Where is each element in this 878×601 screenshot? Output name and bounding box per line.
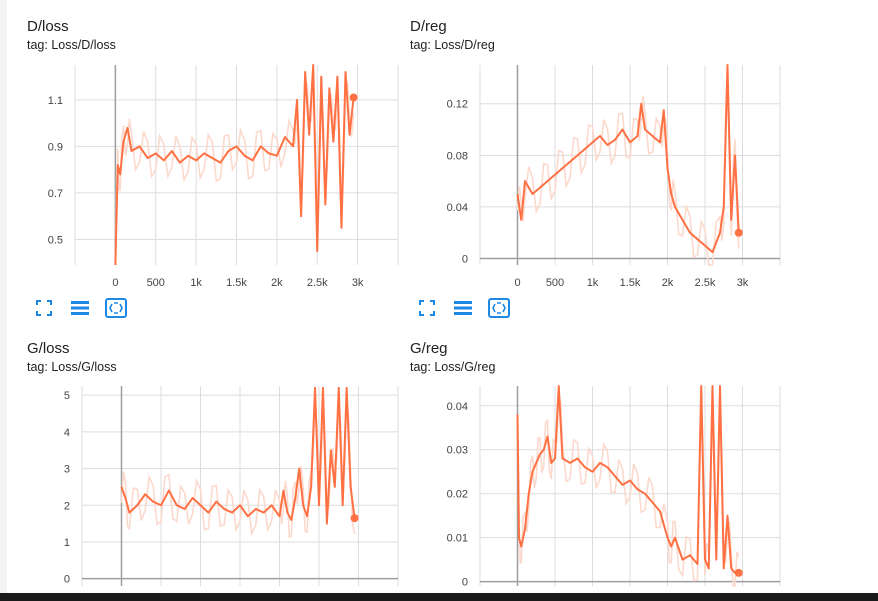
data-table-icon xyxy=(454,301,472,315)
x-tick-label: 0 xyxy=(112,277,118,289)
fit-domain-icon xyxy=(488,298,510,318)
smoothed-series-line xyxy=(120,386,356,525)
last-point-marker xyxy=(349,93,358,102)
x-tick-label: 500 xyxy=(147,277,165,289)
raw-series-line xyxy=(516,64,740,266)
y-tick-label: 0.12 xyxy=(447,99,468,111)
fullscreen-button[interactable] xyxy=(33,297,55,319)
y-tick-label: 0 xyxy=(462,577,468,589)
smoothed-series-line xyxy=(516,385,739,574)
x-tick-label: 500 xyxy=(546,277,564,289)
y-tick-label: 0 xyxy=(462,254,468,266)
raw-series-line xyxy=(114,80,355,266)
last-point-marker xyxy=(734,568,743,577)
left-edge-bar xyxy=(0,0,7,601)
card-tag: tag: Loss/G/reg xyxy=(410,360,496,374)
x-tick-label: 1.5k xyxy=(226,277,247,289)
fullscreen-icon xyxy=(36,300,52,316)
y-tick-label: 0.04 xyxy=(447,202,468,214)
data-table-button[interactable] xyxy=(69,297,91,319)
y-tick-label: 0.5 xyxy=(48,234,63,246)
x-tick-label: 1.5k xyxy=(620,277,641,289)
card-title: D/reg xyxy=(410,18,447,35)
card-title: G/reg xyxy=(410,340,448,357)
raw-series-line xyxy=(120,403,356,539)
fullscreen-icon xyxy=(419,300,435,316)
y-tick-label: 1.1 xyxy=(48,95,63,107)
data-table-button[interactable] xyxy=(452,297,474,319)
y-tick-label: 0.7 xyxy=(48,188,63,200)
fit-domain-button[interactable] xyxy=(488,297,510,319)
fit-domain-icon xyxy=(105,298,127,318)
y-tick-label: 0.04 xyxy=(447,401,468,413)
x-tick-label: 1k xyxy=(190,277,202,289)
x-tick-label: 0 xyxy=(514,277,520,289)
y-tick-label: 0.02 xyxy=(447,489,468,501)
data-table-icon xyxy=(71,301,89,315)
y-tick-label: 5 xyxy=(64,390,70,402)
card-tag: tag: Loss/D/reg xyxy=(410,38,495,52)
y-tick-label: 0.08 xyxy=(447,150,468,162)
x-tick-label: 3k xyxy=(352,277,364,289)
x-tick-label: 2k xyxy=(271,277,283,289)
raw-series-line xyxy=(516,385,740,587)
smoothed-series-line xyxy=(114,64,355,266)
last-point-marker xyxy=(734,228,743,237)
chart-toolbar xyxy=(33,297,127,319)
fullscreen-button[interactable] xyxy=(416,297,438,319)
chart-toolbar xyxy=(416,297,510,319)
y-tick-label: 2 xyxy=(64,500,70,512)
bottom-edge-bar xyxy=(0,593,878,601)
card-title: G/loss xyxy=(27,340,70,357)
card-tag: tag: Loss/D/loss xyxy=(27,38,116,52)
y-tick-label: 4 xyxy=(64,427,70,439)
smoothed-series-line xyxy=(516,64,740,254)
x-tick-label: 1k xyxy=(587,277,599,289)
fit-domain-button[interactable] xyxy=(105,297,127,319)
x-tick-label: 2.5k xyxy=(695,277,716,289)
last-point-marker xyxy=(350,514,359,523)
x-tick-label: 2.5k xyxy=(307,277,328,289)
y-tick-label: 0.9 xyxy=(48,141,63,153)
card-tag: tag: Loss/G/loss xyxy=(27,360,117,374)
y-tick-label: 0.03 xyxy=(447,445,468,457)
y-tick-label: 0.01 xyxy=(447,533,468,545)
x-tick-label: 3k xyxy=(737,277,749,289)
y-tick-label: 1 xyxy=(64,537,70,549)
y-tick-label: 0 xyxy=(64,574,70,586)
y-tick-label: 3 xyxy=(64,464,70,476)
x-tick-label: 2k xyxy=(662,277,674,289)
card-title: D/loss xyxy=(27,18,69,35)
